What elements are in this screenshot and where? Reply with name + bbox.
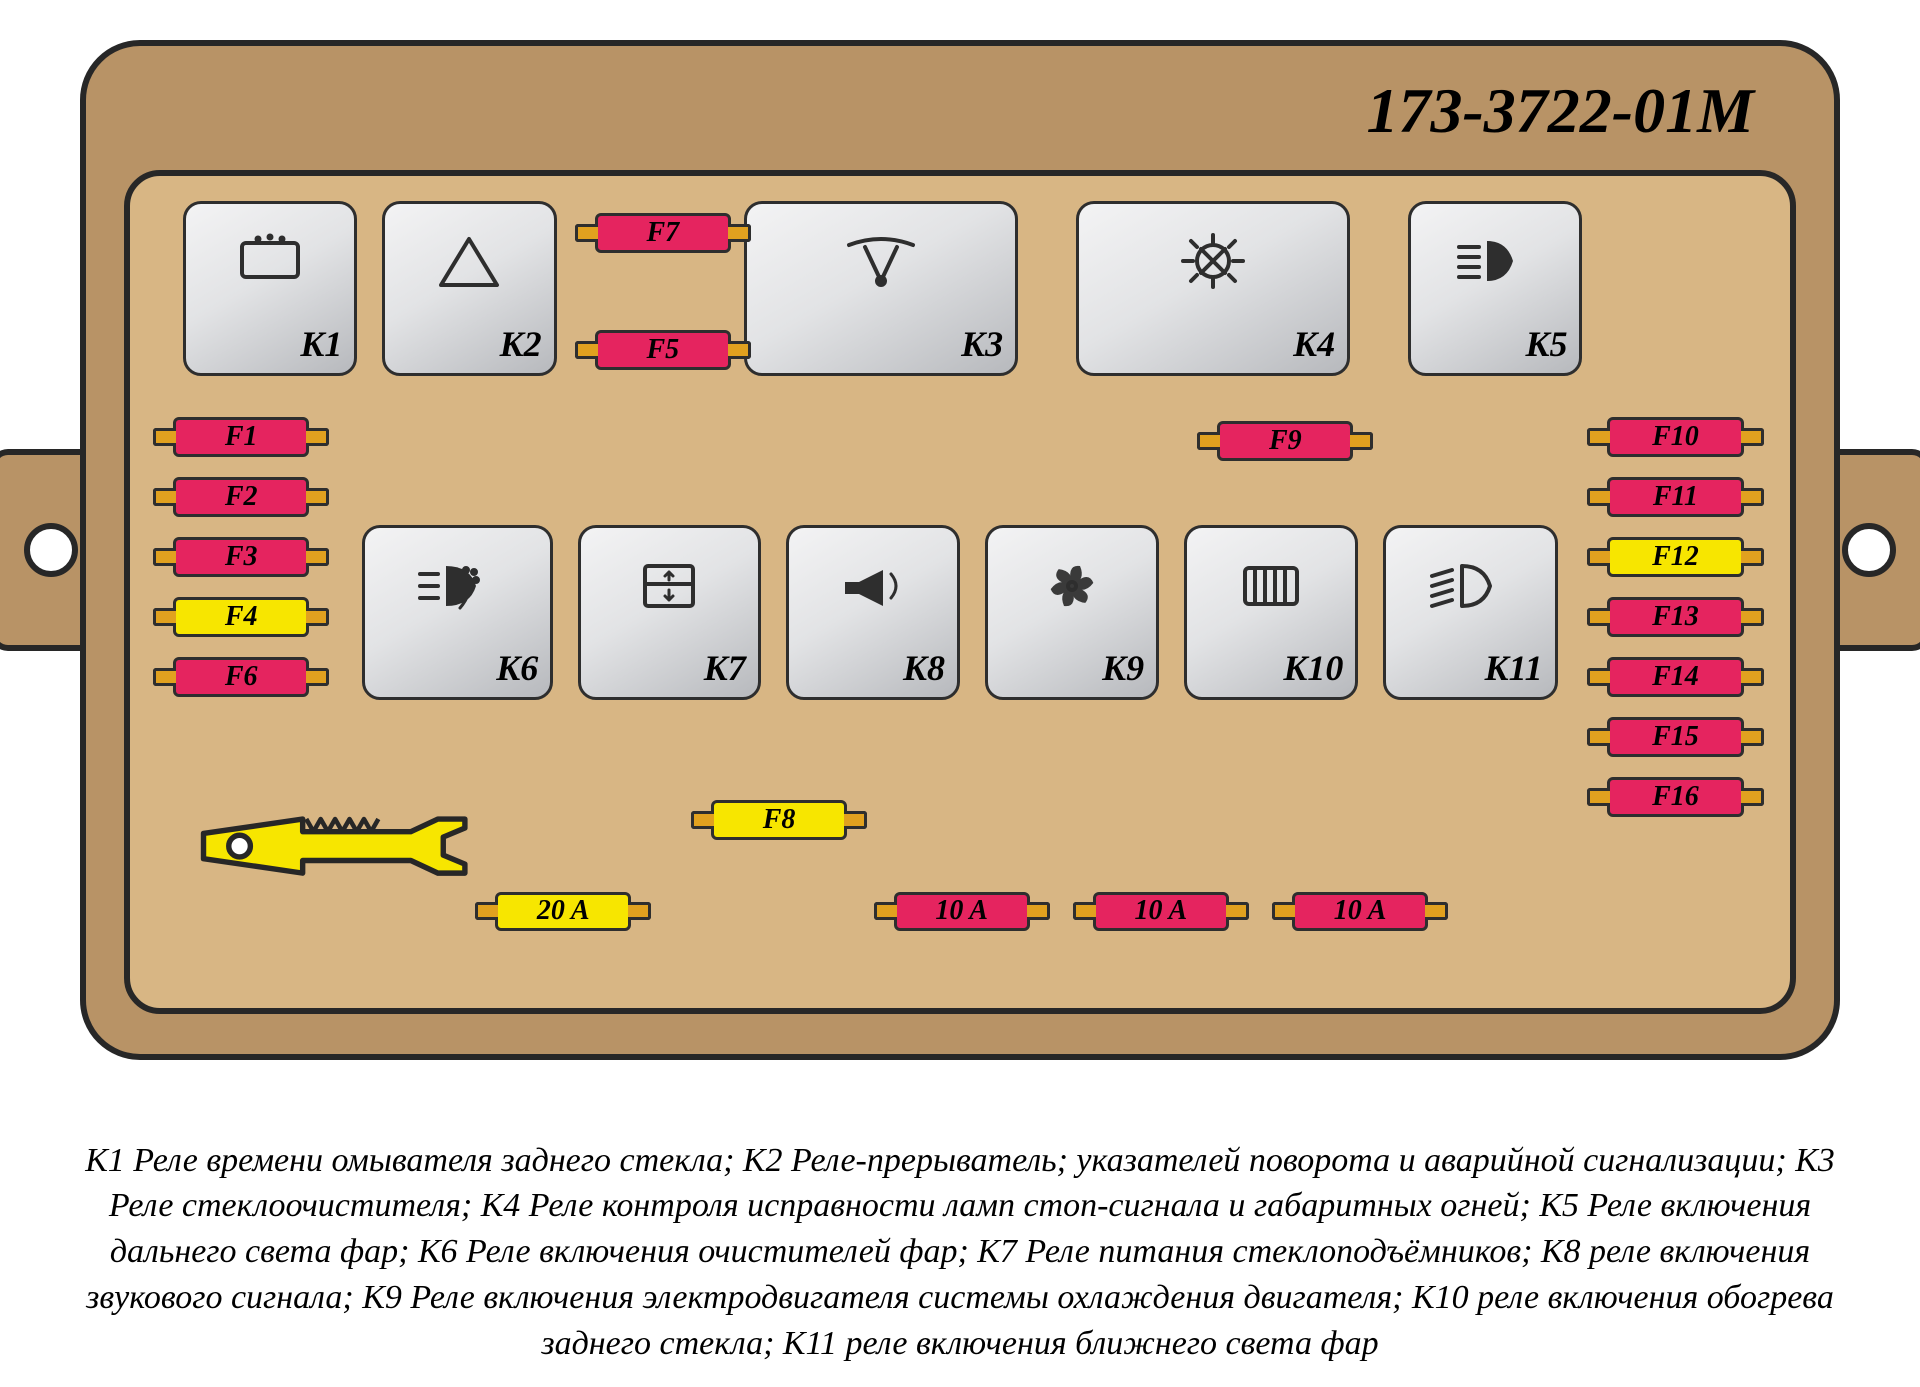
- fuse-f9: F9: [1217, 421, 1353, 461]
- fuse-f4: F4: [173, 597, 309, 637]
- fuse-f8: F8: [711, 800, 847, 840]
- chassis-frame: 173-3722-01M K1 K2 K3 K4 K5 K6 K7 K8 K9 K10 K11 F7 F…: [80, 40, 1840, 1060]
- fuse-10a: 10 A: [1292, 892, 1428, 932]
- fuse-f12: F12: [1607, 537, 1743, 577]
- relay-k8: K8: [786, 525, 960, 700]
- fuse-f3: F3: [173, 537, 309, 577]
- legend-caption: К1 Реле времени омывателя заднего стекла…: [60, 1138, 1860, 1367]
- relay-label: K7: [704, 647, 746, 689]
- lampcheck-icon: [1171, 229, 1255, 293]
- fuse-20a: 20 A: [495, 892, 631, 932]
- fuse-f11: F11: [1607, 477, 1743, 517]
- fuse-10a: 10 A: [894, 892, 1030, 932]
- fuse-f5: F5: [595, 330, 731, 370]
- relay-k10: K10: [1184, 525, 1358, 700]
- relay-label: K8: [903, 647, 945, 689]
- relay-label: K11: [1485, 647, 1543, 689]
- fuse-f6: F6: [173, 657, 309, 697]
- relay-label: K2: [500, 323, 542, 365]
- fuse-f15: F15: [1607, 717, 1743, 757]
- relay-label: K9: [1102, 647, 1144, 689]
- horn-icon: [831, 554, 915, 618]
- fuse-10a: 10 A: [1093, 892, 1229, 932]
- fuse-f7: F7: [595, 213, 731, 253]
- relay-k1: K1: [183, 201, 357, 376]
- fuse-f14: F14: [1607, 657, 1743, 697]
- relay-k5: K5: [1408, 201, 1582, 376]
- highbeam-icon: [1453, 229, 1537, 293]
- rear-window-icon: [228, 229, 312, 293]
- relay-label: K5: [1525, 323, 1567, 365]
- lowbeam-icon: [1428, 554, 1512, 618]
- part-number: 173-3722-01M: [1366, 74, 1754, 148]
- fuse-f16: F16: [1607, 777, 1743, 817]
- relay-k9: K9: [985, 525, 1159, 700]
- relay-k4: K4: [1076, 201, 1350, 376]
- relay-k2: K2: [382, 201, 556, 376]
- defrost-icon: [1229, 554, 1313, 618]
- relay-label: K10: [1283, 647, 1343, 689]
- relay-label: K1: [300, 323, 342, 365]
- relay-k6: K6: [362, 525, 553, 700]
- relay-label: K4: [1293, 323, 1335, 365]
- relay-label: K6: [496, 647, 538, 689]
- fuse-f1: F1: [173, 417, 309, 457]
- inner-panel: K1 K2 K3 K4 K5 K6 K7 K8 K9 K10 K11 F7 F5 F9 F1 F2 F3 F4 F6…: [124, 170, 1796, 1014]
- hazard-icon: [427, 229, 511, 293]
- fusebox-chassis: 173-3722-01M K1 K2 K3 K4 K5 K6 K7 K8 K9 K10 K11 F7 F…: [80, 40, 1840, 1060]
- fuse-f10: F10: [1607, 417, 1743, 457]
- window-icon: [627, 554, 711, 618]
- fan-icon: [1030, 554, 1114, 618]
- component-board: K1 K2 K3 K4 K5 K6 K7 K8 K9 K10 K11 F7 F5 F9 F1 F2 F3 F4 F6…: [130, 176, 1790, 1008]
- fuse-f2: F2: [173, 477, 309, 517]
- stage: 173-3722-01M K1 K2 K3 K4 K5 K6 K7 K8 K9 K10 K11 F7 F…: [0, 0, 1920, 1387]
- relay-k7: K7: [578, 525, 761, 700]
- fuse-puller-icon: [172, 792, 487, 900]
- hl-wash-icon: [416, 554, 500, 618]
- relay-k11: K11: [1383, 525, 1557, 700]
- relay-label: K3: [961, 323, 1003, 365]
- fuse-f13: F13: [1607, 597, 1743, 637]
- wiper-icon: [839, 229, 923, 293]
- relay-k3: K3: [744, 201, 1018, 376]
